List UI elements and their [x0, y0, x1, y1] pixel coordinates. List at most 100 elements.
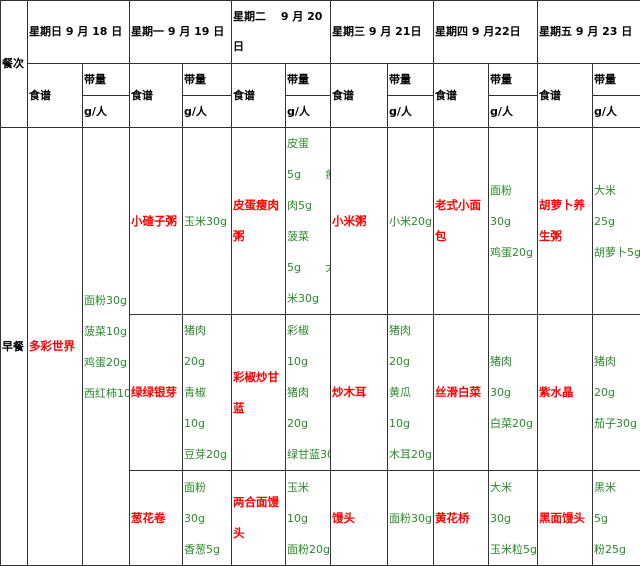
amount-cell: 面粉30g: [386, 470, 435, 566]
dish-cell: 老式小面包: [433, 127, 490, 315]
amount-line: 5g 面: [594, 511, 640, 525]
amount-cell: 大米 25g 胡萝卜5g: [592, 127, 640, 315]
amount-line: 茄子30g: [594, 417, 637, 430]
recipe-header: 食谱: [231, 63, 286, 128]
recipe-header: 食谱: [129, 63, 183, 128]
day-header: 星期一 9 月 19 日: [129, 0, 232, 64]
amount-line: 白菜20g: [490, 417, 533, 430]
unit-header: g/人: [592, 95, 640, 128]
amount-line: 黄瓜: [389, 386, 411, 399]
amount-line: 皮蛋: [287, 137, 309, 150]
amount-cell: 猪肉 30g 白菜20g: [488, 314, 539, 471]
amount-line: 25g: [594, 214, 615, 228]
amount-header: 带量: [285, 63, 331, 96]
amount-header: 带量: [182, 63, 232, 96]
dish-cell: 胡萝卜养生粥: [537, 127, 594, 315]
amount-line: 鸡蛋20g: [84, 355, 127, 369]
amount-line: 20g: [389, 355, 410, 368]
amount-line: 面粉20g: [287, 542, 330, 556]
amount-cell: 面粉 30g 鸡蛋20g: [488, 127, 539, 315]
amount-line: 10g: [389, 417, 410, 430]
amount-line: 20g: [184, 355, 205, 368]
amount-header: 带量: [488, 63, 539, 96]
amount-line: 10g: [184, 417, 205, 430]
amount-cell: 猪肉 20g 茄子30g: [592, 314, 640, 471]
amount-line: 木耳20g: [389, 448, 432, 461]
dish-cell: 绿绿银芽: [129, 314, 183, 471]
amount-line: 猪肉: [184, 324, 206, 337]
amount-line: 玉米: [287, 480, 309, 494]
amount-cell: 玉米30g: [182, 127, 232, 315]
amount-line: 胡萝卜5g: [594, 245, 640, 259]
amount-line: 米30g: [287, 292, 319, 305]
amount-header: 带量: [82, 63, 130, 96]
meal-column-header: 餐次: [0, 0, 28, 128]
unit-header: g/人: [82, 95, 130, 128]
amount-line: 20g: [594, 386, 615, 399]
day-header: 星期日 9 月 18 日: [27, 0, 130, 64]
amount-line: 玉米30g: [184, 214, 227, 228]
amount-line: 猪肉: [594, 355, 617, 368]
unit-header: g/人: [182, 95, 232, 128]
dish-cell: 丝滑白菜: [433, 314, 490, 471]
amount-line: 面粉30g: [84, 293, 127, 307]
dish-cell: 小米粥: [330, 127, 388, 315]
amount-line: 菠菜: [287, 230, 309, 243]
day-header: 星期三 9 月 21日: [329, 0, 435, 64]
amount-line: 30g: [490, 386, 511, 399]
amount-line: 20g: [287, 417, 308, 430]
amount-cell: 彩椒 10g 猪肉 20g 绿甘蓝30g: [285, 314, 331, 471]
dish-cell: 皮蛋瘦肉粥: [231, 127, 286, 315]
amount-line: 鸡蛋20g: [490, 245, 533, 259]
amount-header: 带量: [592, 63, 640, 96]
unit-header: g/人: [488, 95, 539, 128]
amount-line: 大米: [594, 183, 617, 197]
dish-cell: 紫水晶: [537, 314, 594, 471]
amount-line: 青椒: [184, 386, 206, 399]
amount-cell: 玉米 10g 面粉20g: [285, 470, 331, 566]
amount-line: 面粉30g: [389, 511, 432, 525]
amount-line: 香葱5g: [184, 542, 220, 556]
amount-line: 粉25g: [594, 542, 626, 556]
amount-line: 面粉: [490, 183, 513, 197]
amount-line: 黑米: [594, 480, 617, 494]
amount-line: 5g 大: [287, 261, 330, 274]
amount-line: 猪肉: [490, 355, 513, 368]
dish-cell: 馒头: [330, 470, 388, 566]
amount-cell: 猪肉 20g 黄瓜 10g 木耳20g: [386, 314, 435, 471]
amount-header: 带量: [386, 63, 435, 96]
amount-cell: 面粉30g 菠菜10g 鸡蛋20g 西红柿10g: [82, 127, 130, 566]
day-header: 星期二 9 月 20 日: [231, 0, 331, 64]
amount-line: 30g: [490, 511, 511, 525]
day-header: 星期四 9 月22日: [433, 0, 539, 64]
recipe-header: 食谱: [330, 63, 388, 128]
amount-cell: 面粉 30g 香葱5g: [182, 470, 232, 566]
amount-line: 5g 瘦: [287, 168, 330, 181]
amount-line: 大米: [490, 480, 513, 494]
amount-line: 小米20g: [389, 214, 432, 228]
amount-line: 绿甘蓝30g: [287, 448, 330, 461]
recipe-header: 食谱: [27, 63, 83, 128]
dish-cell: 两合面馒头: [231, 470, 286, 566]
amount-line: 10g: [287, 355, 308, 368]
amount-line: 10g: [287, 511, 308, 525]
amount-line: 30g: [490, 214, 511, 228]
amount-cell: 猪肉 20g 青椒 10g 豆芽20g: [182, 314, 232, 471]
amount-cell: 黑米 5g 面粉25g: [592, 470, 640, 566]
amount-line: 菠菜10g: [84, 324, 127, 338]
recipe-header: 食谱: [537, 63, 594, 128]
amount-cell: 大米 30g 玉米粒5g: [488, 470, 539, 566]
day-header: 星期五 9 月 23 日: [537, 0, 640, 64]
dish-cell: 黑面馒头: [537, 470, 594, 566]
unit-header: g/人: [285, 95, 331, 128]
dish-cell: 小碴子粥: [129, 127, 183, 315]
amount-line: 玉米粒5g: [490, 542, 537, 556]
amount-line: 猪肉: [287, 386, 309, 399]
amount-line: 面粉: [184, 480, 206, 494]
dish-cell: 炒木耳: [330, 314, 388, 471]
amount-line: 豆芽20g: [184, 448, 227, 461]
amount-line: 西红柿10g: [84, 386, 129, 400]
amount-line: 30g: [184, 511, 205, 525]
